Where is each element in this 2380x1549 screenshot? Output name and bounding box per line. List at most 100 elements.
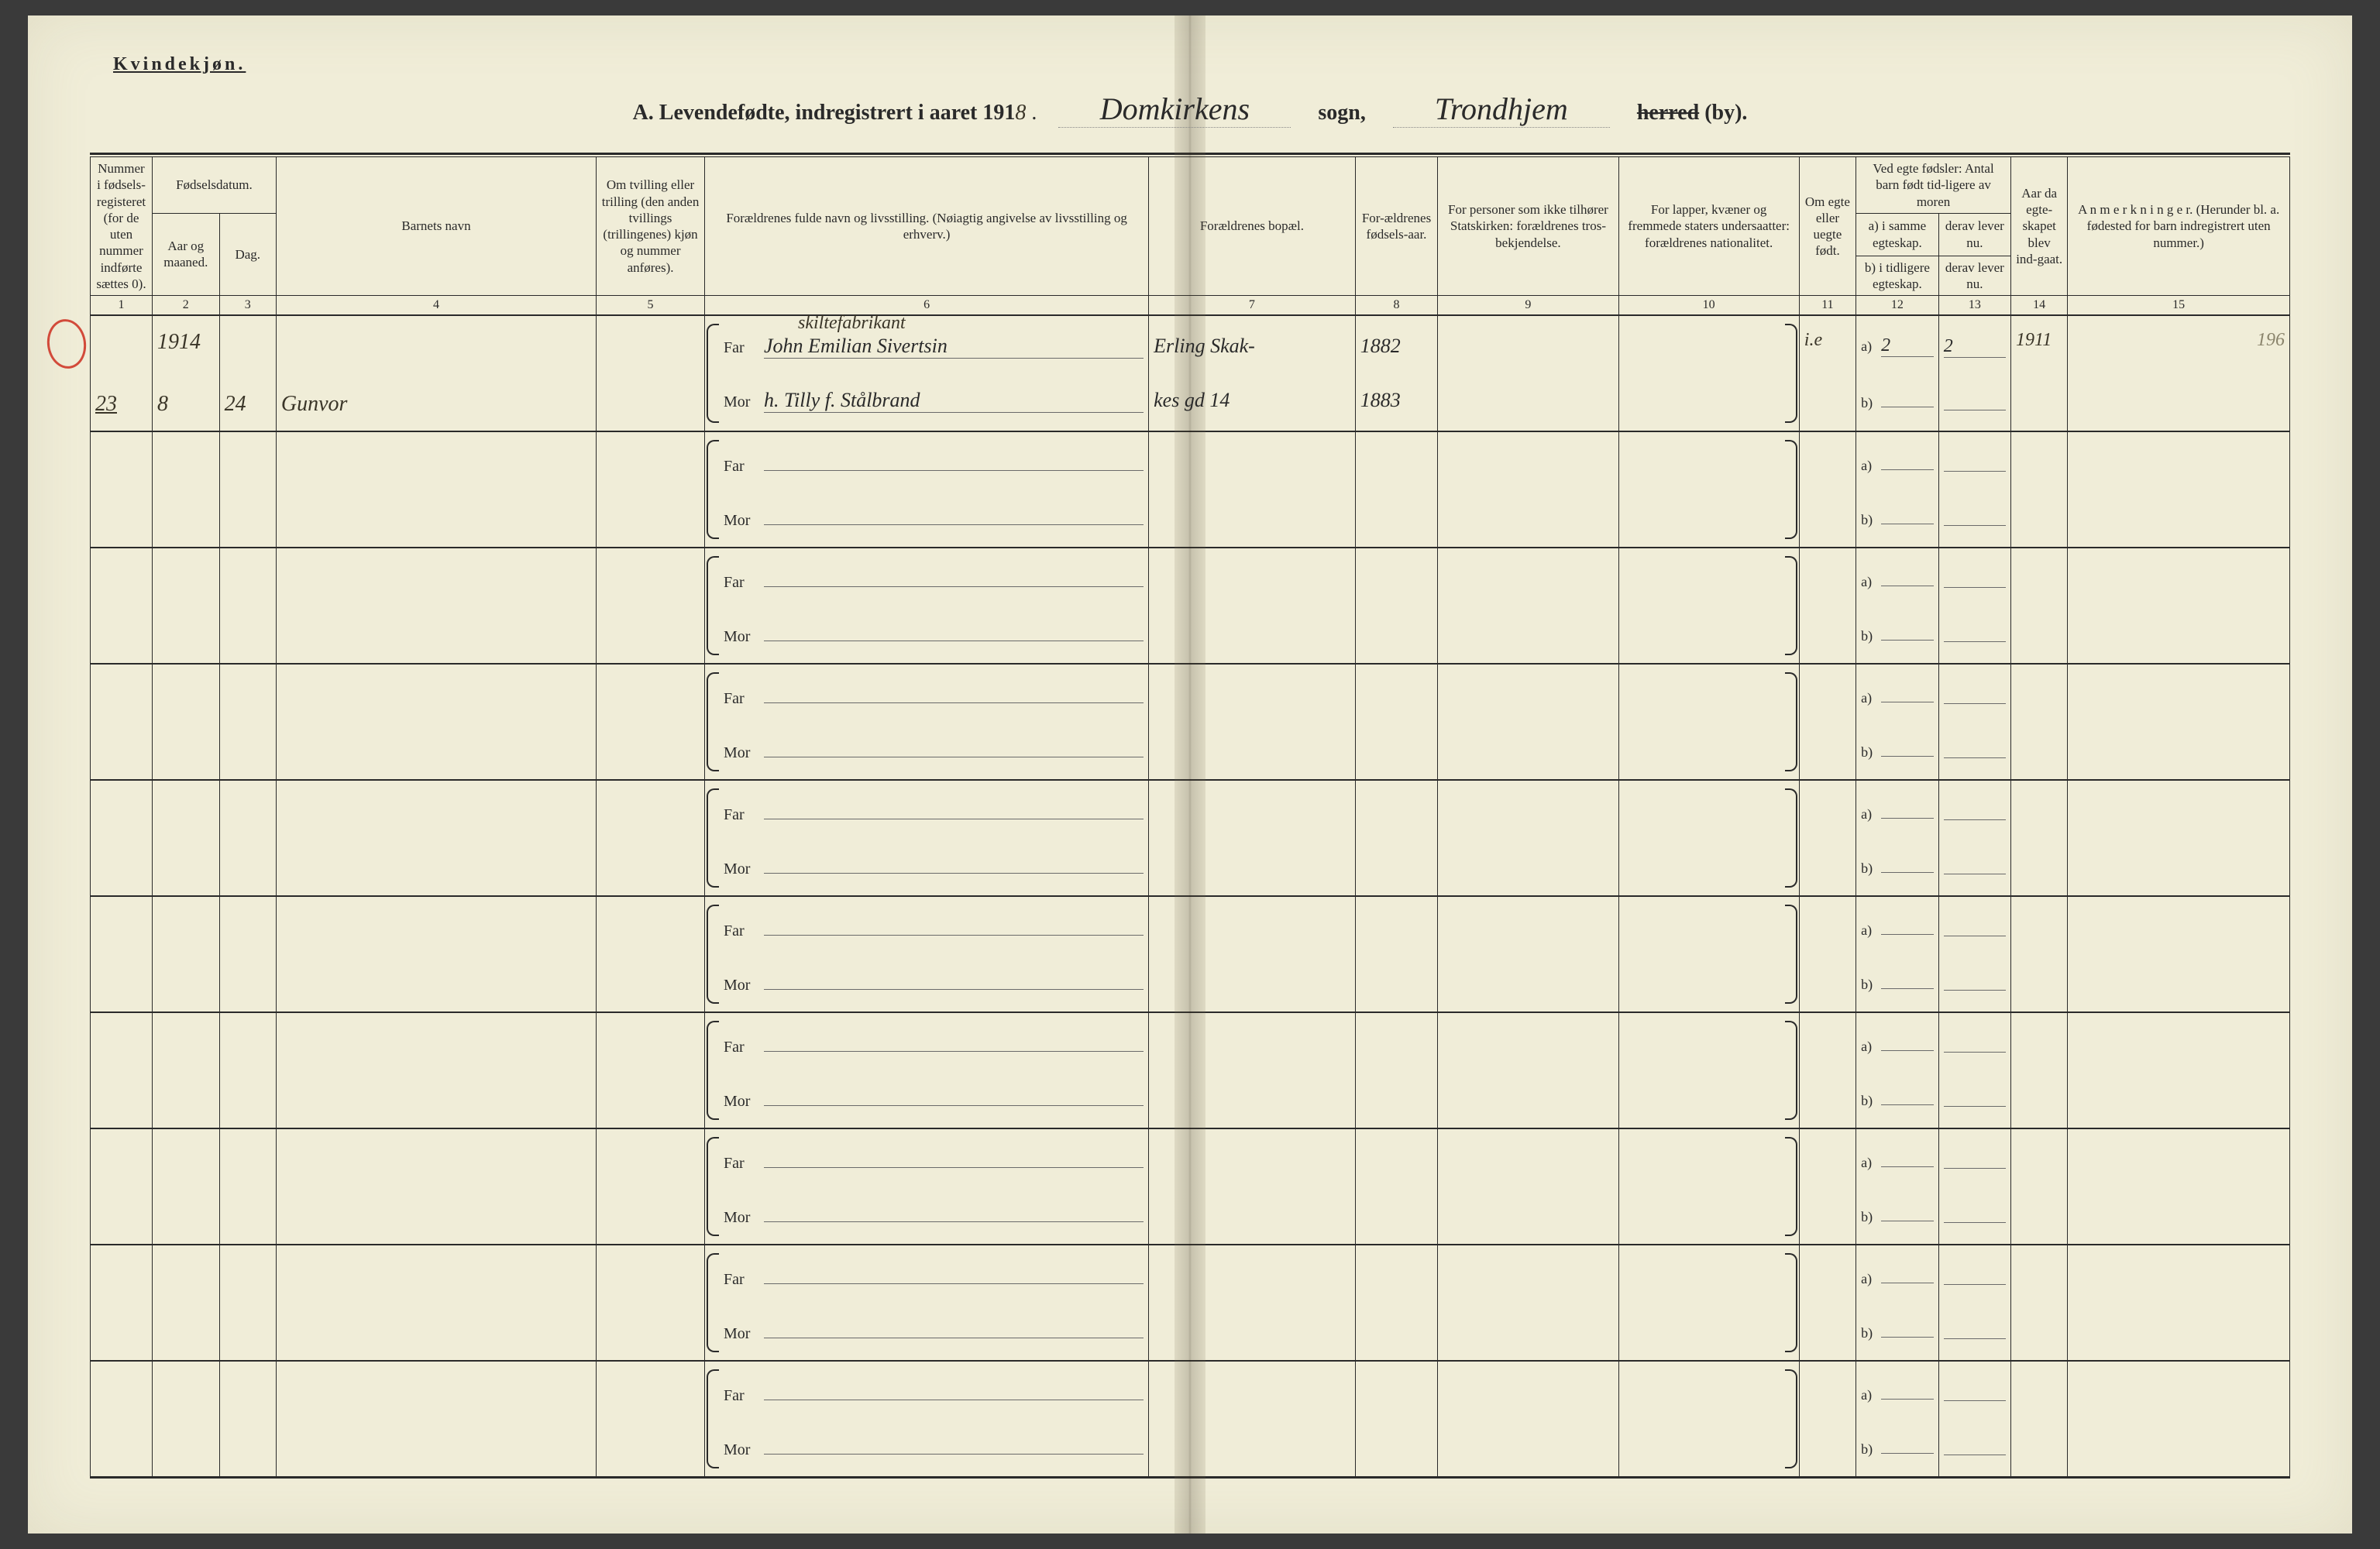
col-12a-header: a) i samme egteskap.	[1856, 213, 1939, 256]
title-sogn-handwritten: Domkirkens	[1058, 91, 1291, 128]
col-3-header: Dag.	[219, 213, 276, 295]
father-name: John Emilian Sivertsin	[764, 335, 1144, 359]
far-label: Far	[724, 458, 756, 476]
entry-row-empty: FarMor a)b)	[91, 896, 2290, 1012]
col-13b-header: derav lever nu.	[1938, 256, 2010, 296]
brace-right-icon	[1785, 1021, 1797, 1120]
col-13a-header: derav lever nu.	[1938, 213, 2010, 256]
brace-left-icon	[707, 440, 719, 539]
brace-right-icon	[1785, 1137, 1797, 1236]
col-5-header: Om tvilling eller trilling (den anden tv…	[597, 157, 705, 296]
remark-number: 196	[2072, 330, 2285, 351]
cell-marriage-year: 1911	[2011, 315, 2068, 431]
brace-left-icon	[707, 1369, 719, 1468]
cell-child-name: Gunvor	[276, 315, 596, 431]
birth-day: 24	[225, 392, 271, 417]
child-name: Gunvor	[281, 392, 591, 417]
c13-b-val	[1944, 392, 2006, 410]
brace-right-icon	[1785, 324, 1797, 423]
c12-b-val	[1881, 389, 1934, 407]
cell-parent-birthyears: 1882 1883	[1355, 315, 1438, 431]
col-6-header: Forældrenes fulde navn og livsstilling. …	[705, 157, 1149, 296]
brace-right-icon	[1785, 788, 1797, 888]
cell-twin	[597, 315, 705, 431]
colnum-12: 12	[1856, 296, 1939, 316]
colnum-4: 4	[276, 296, 596, 316]
title-herred-struck: herred	[1637, 101, 1699, 125]
brace-left-icon	[707, 556, 719, 655]
colnum-9: 9	[1438, 296, 1618, 316]
brace-right-icon	[1785, 440, 1797, 539]
table-header: Nummer i fødsels-registeret (for de uten…	[91, 157, 2290, 315]
col-10-header: For lapper, kvæner og fremmede staters u…	[1618, 157, 1799, 296]
colnum-6: 6	[705, 296, 1149, 316]
col-12-13-top-header: Ved egte fødsler: Antal barn født tid-li…	[1856, 157, 2011, 213]
colnum-11: 11	[1799, 296, 1856, 316]
cell-confession	[1438, 315, 1618, 431]
mother-birthyear: 1883	[1360, 389, 1433, 412]
brace-left-icon	[707, 672, 719, 771]
gender-heading: Kvindekjøn.	[113, 54, 2290, 75]
brace-right-icon	[1785, 905, 1797, 1004]
entry-row-empty: FarMor a)b)	[91, 1361, 2290, 1478]
marriage-year: 1911	[2016, 330, 2062, 351]
title-prefix: A. Levendefødte, indregistrert i aaret 1…	[633, 101, 1016, 125]
father-occupation: skiltefabrikant	[798, 313, 906, 334]
red-circle-annotation	[44, 317, 89, 371]
brace-left-icon	[707, 1021, 719, 1120]
cell-parents: skiltefabrikant Far John Emilian Siverts…	[705, 315, 1149, 431]
mor-label: Mor	[724, 393, 756, 411]
c13-a-val: 2	[1944, 336, 2006, 358]
colnum-7: 7	[1149, 296, 1356, 316]
brace-right-icon	[1785, 556, 1797, 655]
father-birthyear: 1882	[1360, 335, 1433, 358]
colnum-1: 1	[91, 296, 153, 316]
legitimacy: i.e	[1804, 330, 1851, 351]
cell-remarks: 196	[2068, 315, 2290, 431]
colnum-13: 13	[1938, 296, 2010, 316]
entry-row-empty: FarMor a)b)	[91, 664, 2290, 780]
far-label: Far	[724, 339, 756, 357]
c12-a-label: a)	[1861, 338, 1876, 355]
mother-name: h. Tilly f. Stålbrand	[764, 389, 1144, 413]
cell-residence: Erling Skak- kes gd 14	[1149, 315, 1356, 431]
register-table: Nummer i fødsels-registeret (for de uten…	[90, 157, 2290, 1479]
title-herred-handwritten: Trondhjem	[1393, 91, 1610, 128]
colnum-10: 10	[1618, 296, 1799, 316]
reg-no: 23	[95, 392, 147, 417]
brace-left-icon	[707, 788, 719, 888]
brace-right-icon	[1785, 672, 1797, 771]
cell-c12: a)2 b)	[1856, 315, 1939, 431]
mor-label: Mor	[724, 512, 756, 530]
col-12b-header: b) i tidligere egteskap.	[1856, 256, 1939, 296]
brace-left-icon	[707, 1253, 719, 1352]
entry-row-empty: FarMor a)b)	[91, 1245, 2290, 1361]
colnum-15: 15	[2068, 296, 2290, 316]
cell-legitimacy: i.e	[1799, 315, 1856, 431]
cell-nationality	[1618, 315, 1799, 431]
register-page: Kvindekjøn. A. Levendefødte, indregistre…	[28, 15, 2352, 1534]
title-by-label: (by).	[1704, 101, 1747, 125]
entry-row-empty: FarMor a)b)	[91, 548, 2290, 664]
father-residence: Erling Skak-	[1154, 335, 1350, 358]
table-body: 23 1914 8 24	[91, 315, 2290, 1478]
cell-day: 24	[219, 315, 276, 431]
title-year-handwritten: 8	[1015, 101, 1026, 125]
col-14-header: Aar da egte-skapet blev ind-gaat.	[2011, 157, 2068, 296]
col-15-header: A n m e r k n i n g e r. (Herunder bl. a…	[2068, 157, 2290, 296]
col-11-header: Om egte eller uegte født.	[1799, 157, 1856, 296]
colnum-14: 14	[2011, 296, 2068, 316]
c12-a-val: 2	[1881, 335, 1934, 357]
colnum-8: 8	[1355, 296, 1438, 316]
entry-row-empty: FarMor a)b)	[91, 1128, 2290, 1245]
brace-right-icon	[1785, 1369, 1797, 1468]
colnum-3: 3	[219, 296, 276, 316]
col-2-header: Aar og maaned.	[152, 213, 219, 295]
cell-c13: 2	[1938, 315, 2010, 431]
cell-regno: 23	[91, 315, 153, 431]
brace-left-icon	[707, 1137, 719, 1236]
colnum-5: 5	[597, 296, 705, 316]
title-sogn-label: sogn,	[1318, 101, 1365, 125]
brace-left-icon	[707, 905, 719, 1004]
title-period: .	[1031, 101, 1053, 125]
